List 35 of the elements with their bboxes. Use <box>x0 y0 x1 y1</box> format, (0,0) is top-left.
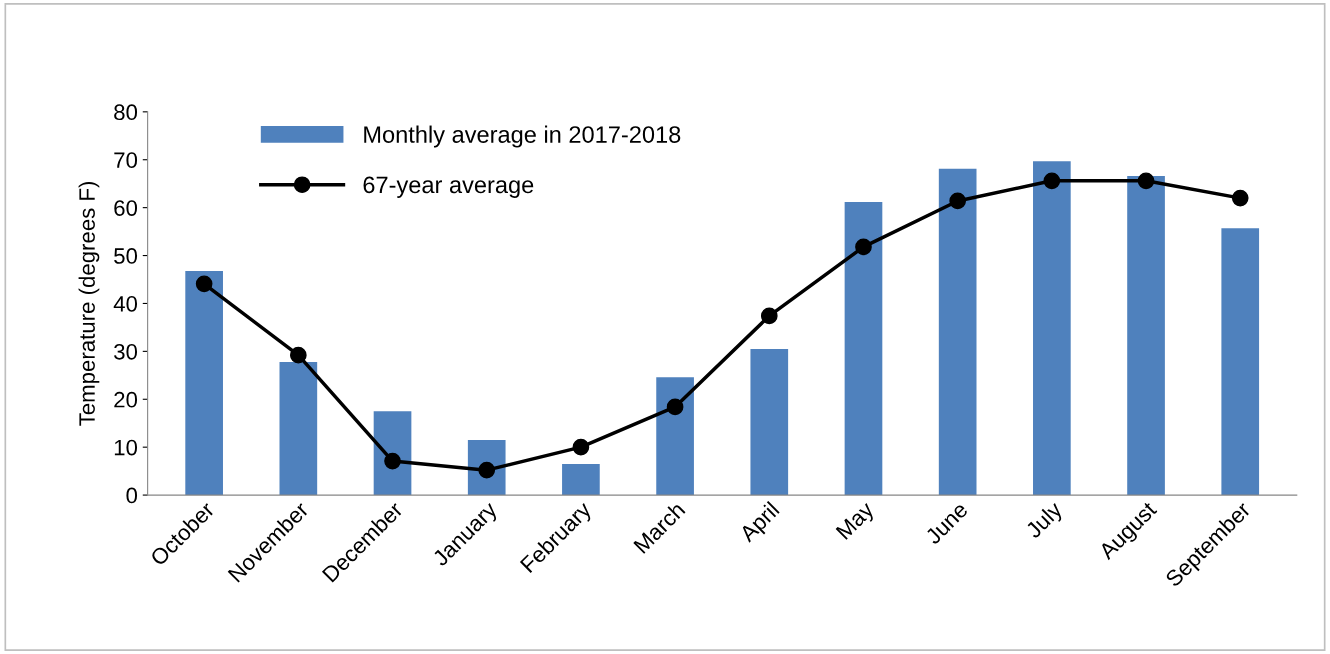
bar <box>1127 176 1165 496</box>
bar <box>1033 161 1071 496</box>
bar <box>1221 228 1260 496</box>
bar <box>750 348 789 496</box>
point <box>290 346 307 364</box>
y-tick-label: 10 <box>114 439 138 456</box>
y-tick-label: 0 <box>126 487 138 504</box>
point <box>572 438 590 456</box>
y-tick-label: 40 <box>113 295 138 312</box>
y-tick-label: 60 <box>114 200 138 216</box>
bar <box>656 377 694 496</box>
y-tick-label: 20 <box>114 391 138 408</box>
bar <box>279 361 318 496</box>
y-tick-label: 70 <box>114 152 138 169</box>
x-tick-label: July <box>1024 499 1067 543</box>
point <box>1137 172 1155 190</box>
point <box>760 307 778 325</box>
point <box>384 452 401 470</box>
legend-label: 67-year average <box>363 176 534 198</box>
y-tick-label: 80 <box>114 104 138 121</box>
bar <box>844 201 883 496</box>
point <box>855 238 872 256</box>
bar <box>185 270 223 496</box>
point <box>195 275 213 293</box>
legend-label: Monthly average in 2017-2018 <box>364 125 681 148</box>
y-tick-label: 50 <box>114 248 138 264</box>
point <box>666 398 684 416</box>
bar <box>562 463 600 496</box>
point <box>1043 172 1061 190</box>
point <box>949 192 966 210</box>
y-tick-label: 30 <box>114 343 138 360</box>
y-axis-title: Temperature (degrees F) <box>78 181 100 426</box>
bar <box>938 168 977 496</box>
x-tick-label: May <box>835 500 879 543</box>
point <box>1231 189 1249 207</box>
